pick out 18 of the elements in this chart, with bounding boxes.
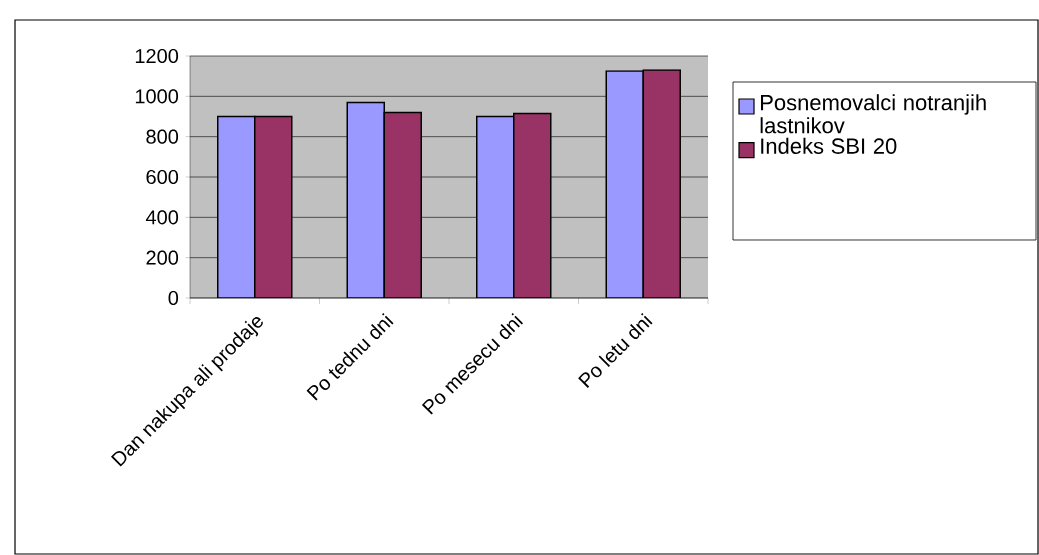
bar <box>476 115 515 298</box>
y-tick-label: 1000 <box>135 89 179 104</box>
bar <box>254 115 293 298</box>
y-tick-label: 800 <box>146 129 179 144</box>
y-tick-label: 1200 <box>135 48 179 64</box>
y-tick-label: 200 <box>146 250 179 265</box>
y-tick-label: 600 <box>146 169 179 185</box>
legend-label: Indeks SBI 20 <box>761 137 897 154</box>
bar <box>605 70 645 298</box>
bar <box>513 112 552 298</box>
x-tick-label: Po letu dni <box>578 312 653 388</box>
bar <box>642 69 681 298</box>
y-tick-label: 0 <box>168 290 179 306</box>
bar <box>217 115 256 298</box>
bar <box>383 111 422 298</box>
bar <box>346 101 386 298</box>
legend-label: Posnemovalci notranjih lastnikov <box>760 94 986 134</box>
y-tick-label: 400 <box>145 210 179 225</box>
